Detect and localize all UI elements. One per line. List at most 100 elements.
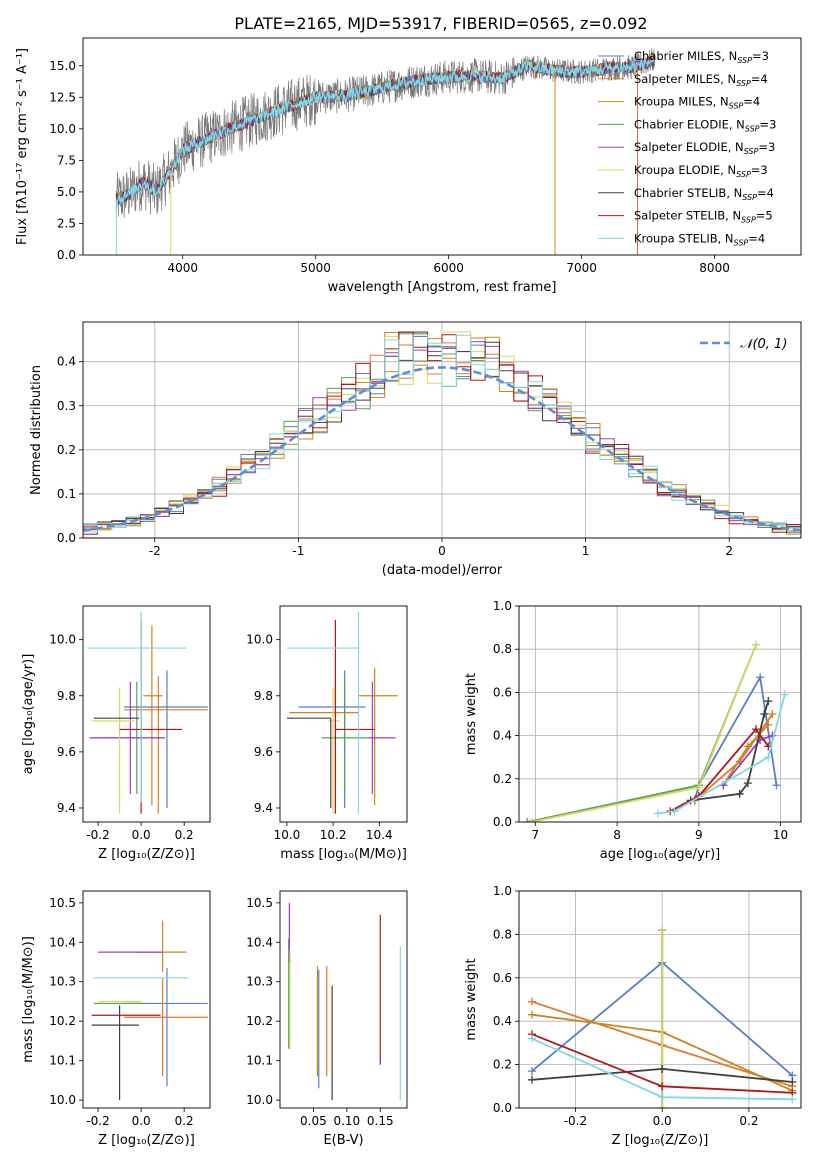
y-tick-label: 5.0 — [57, 185, 76, 199]
x-tick-label: 0.0 — [132, 828, 151, 842]
x-axis-label: wavelength [Angstrom, rest frame] — [328, 280, 557, 295]
weight-series-marker — [743, 742, 752, 751]
x-tick-label: 7 — [532, 828, 540, 842]
weight-series-line — [657, 694, 786, 815]
residual-histogram-panel: -2 -1 0 1 2 0.0 0.1 0.2 0.3 0.4 (data-model)/error… — [29, 321, 802, 578]
x-tick-label: 0.2 — [739, 1114, 758, 1128]
axes-frame — [279, 890, 408, 1109]
weight-vs-metallicity-panel: -0.2 0.0 0.2 0.0 0.2 0.4 0.6 0.8 1.0 Z [log₁₀(Z/Z… — [464, 884, 802, 1148]
y-tick-label: 9.4 — [254, 801, 273, 815]
legend-entry: Salpeter MILES, NSSP=4 — [634, 72, 768, 88]
weight-vs-age-panel: 7 8 9 10 0.0 0.2 0.4 0.6 0.8 1.0 age [log₁₀(age/yr… — [464, 599, 802, 862]
x-tick-label: 1 — [582, 544, 590, 558]
x-tick-label: 10 — [773, 828, 788, 842]
mass-vs-metallicity-panel: -0.2 0.0 0.2 10.0 10.1 10.2 10.3 10.4 10.5 Z [log… — [21, 890, 211, 1148]
x-tick-label: 0 — [438, 544, 446, 558]
weight-series-marker — [658, 1093, 667, 1102]
y-tick-label: 12.5 — [49, 90, 76, 104]
y-tick-label: 0.6 — [493, 971, 512, 985]
weight-series-marker — [658, 1082, 667, 1091]
y-axis-label: age [log₁₀(age/yr)] — [21, 654, 36, 775]
weight-series-marker — [528, 1010, 537, 1019]
gaussian-reference-curve — [83, 366, 801, 532]
x-axis-label: age [log₁₀(age/yr)] — [600, 847, 721, 862]
x-axis-label: (data-model)/error — [382, 563, 503, 578]
histogram-series — [83, 334, 801, 538]
weight-series-marker — [752, 725, 761, 734]
y-tick-label: 0.4 — [493, 1014, 512, 1028]
axes-frame — [518, 890, 802, 1109]
x-tick-label: 7000 — [566, 261, 597, 275]
x-axis-label: Z [log₁₀(Z/Z⊙)] — [98, 847, 195, 862]
x-tick-label: 9 — [695, 828, 703, 842]
y-tick-label: 10.0 — [49, 122, 76, 136]
spectrum-panel: 4000 5000 6000 7000 8000 0.0 2.5 5.0 7.5 10.0 12.5… — [15, 37, 802, 295]
y-tick-label: 9.8 — [254, 689, 273, 703]
y-axis-label: mass [log₁₀(M/M⊙)] — [21, 936, 36, 1063]
axes-frame — [518, 605, 802, 823]
y-tick-label: 0.4 — [493, 729, 512, 743]
x-tick-label: 8000 — [699, 261, 730, 275]
x-tick-label: 0.2 — [175, 828, 194, 842]
legend-entry: Chabrier STELIB, NSSP=4 — [634, 186, 774, 202]
y-tick-label: 0.4 — [57, 355, 76, 369]
x-axis-label: mass [log₁₀(M/M⊙)] — [280, 847, 407, 862]
x-tick-label: 0.2 — [175, 1114, 194, 1128]
x-axis-label: Z [log₁₀(Z/Z⊙)] — [612, 1133, 709, 1148]
weight-series-marker — [756, 673, 765, 682]
y-tick-label: 10.4 — [246, 935, 273, 949]
weight-series-marker — [788, 1095, 797, 1104]
legend-entry: Kroupa STELIB, NSSP=4 — [634, 231, 765, 247]
y-tick-label: 0.0 — [57, 248, 76, 262]
legend-entry: Salpeter ELODIE, NSSP=3 — [634, 140, 775, 156]
weight-series-marker — [528, 1067, 537, 1076]
model-spectrum-line — [115, 56, 656, 207]
weight-series-marker — [528, 997, 537, 1006]
y-tick-label: 10.2 — [246, 1014, 273, 1028]
x-tick-label: -0.2 — [86, 828, 109, 842]
y-tick-label: 0.1 — [57, 487, 76, 501]
age-vs-metallicity-panel: -0.2 0.0 0.2 9.4 9.6 9.8 10.0 Z [log₁₀(Z/Z⊙)] ag… — [21, 605, 211, 862]
y-tick-label: 10.2 — [49, 1014, 76, 1028]
axes-frame — [82, 605, 211, 823]
y-axis-label: Normed distribution — [29, 365, 44, 495]
model-spectrum-line — [115, 54, 656, 205]
weight-series-marker — [788, 1077, 797, 1086]
weight-series-marker — [658, 1104, 667, 1108]
x-tick-label: 4000 — [167, 261, 198, 275]
y-tick-label: 0.2 — [493, 1058, 512, 1072]
x-tick-label: 6000 — [433, 261, 464, 275]
weight-series-marker — [752, 640, 761, 649]
weight-series-marker — [735, 789, 744, 798]
y-tick-label: 0.2 — [493, 772, 512, 786]
y-tick-label: 10.3 — [49, 975, 76, 989]
y-tick-label: 10.1 — [246, 1054, 273, 1068]
y-tick-label: 10.5 — [246, 896, 273, 910]
weight-series-marker — [760, 710, 769, 718]
weight-series-marker — [528, 1075, 537, 1084]
x-tick-label: 10.0 — [274, 828, 301, 842]
x-tick-label: -2 — [149, 544, 161, 558]
y-tick-label: 10.5 — [49, 896, 76, 910]
x-tick-label: 0.05 — [300, 1114, 327, 1128]
weight-series-marker — [527, 818, 536, 822]
weight-series-marker — [764, 753, 773, 762]
x-axis-label: Z [log₁₀(Z/Z⊙)] — [98, 1133, 195, 1148]
weight-series-marker — [764, 720, 773, 729]
model-spectrum-line — [115, 56, 656, 206]
x-tick-label: 0.0 — [653, 1114, 672, 1128]
y-tick-label: 10.0 — [246, 1093, 273, 1107]
x-tick-label: -1 — [292, 544, 304, 558]
y-tick-label: 9.8 — [57, 689, 76, 703]
y-tick-label: 10.4 — [49, 935, 76, 949]
y-tick-label: 10.3 — [246, 975, 273, 989]
x-tick-label: 10.4 — [366, 828, 393, 842]
x-tick-label: 0.15 — [367, 1114, 394, 1128]
y-axis-label: mass weight — [464, 958, 479, 1040]
axes-frame — [82, 890, 211, 1109]
y-tick-label: 0.2 — [57, 443, 76, 457]
y-tick-label: 2.5 — [57, 216, 76, 230]
weight-series-marker — [670, 807, 679, 816]
y-axis-label: mass weight — [464, 673, 479, 755]
